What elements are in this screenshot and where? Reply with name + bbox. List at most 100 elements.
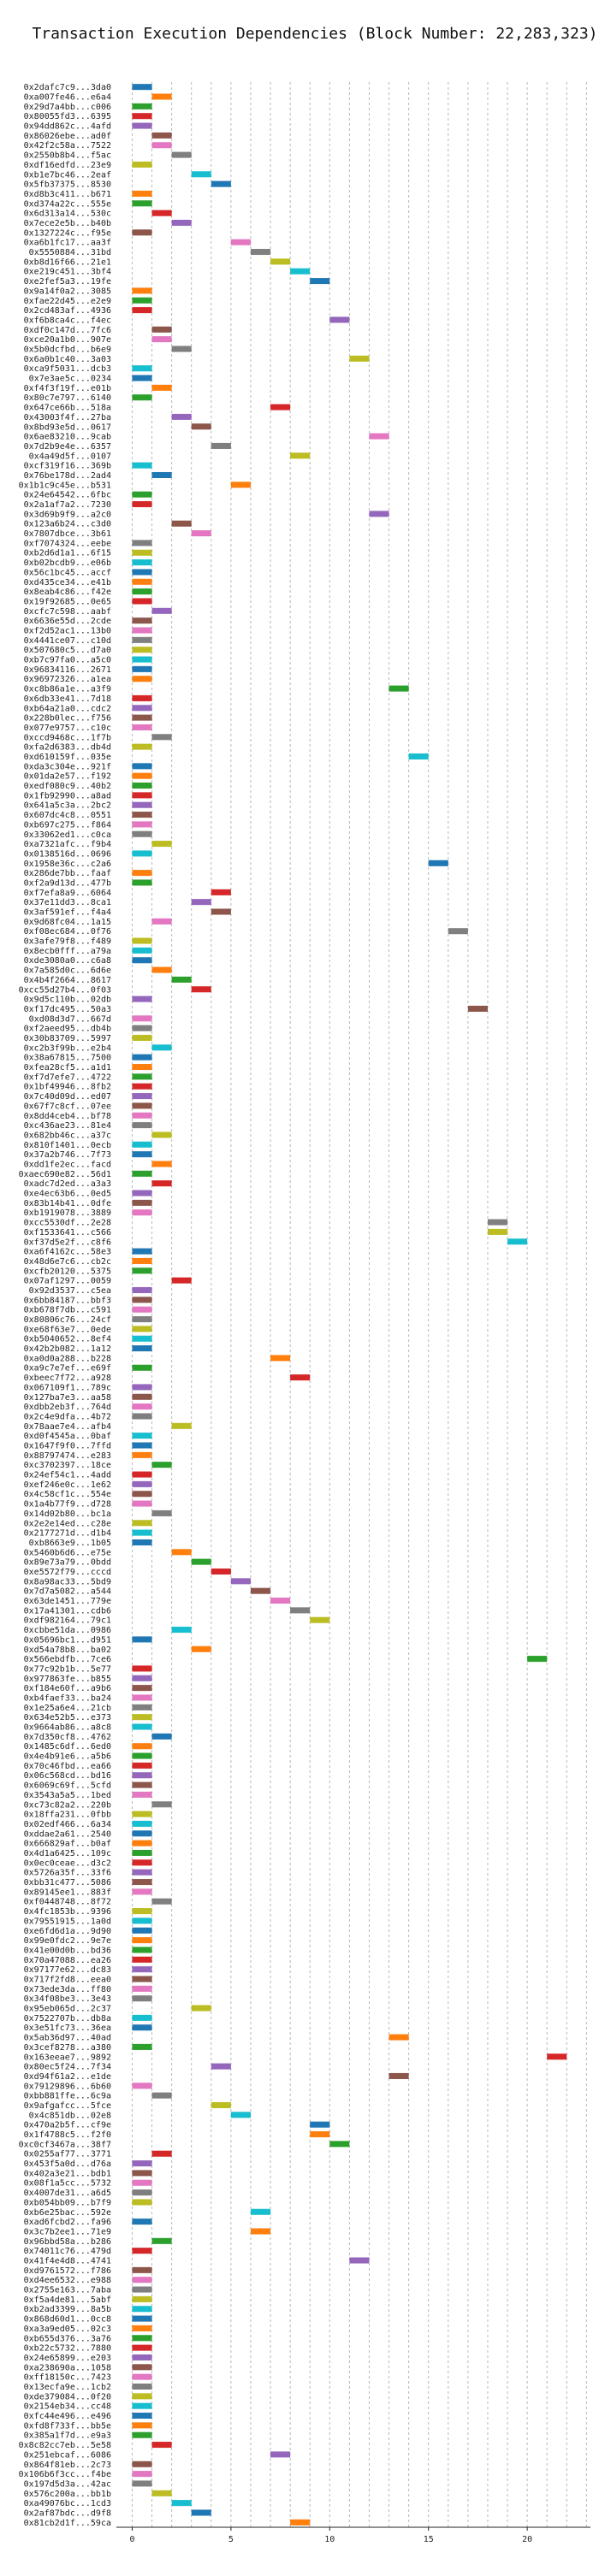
dependency-bar xyxy=(132,743,152,750)
dependency-bar xyxy=(132,724,152,730)
y-tick-label: 0x1bf49946...8fb2 xyxy=(24,1083,111,1092)
dependency-bar xyxy=(132,1141,152,1148)
dependency-bar xyxy=(132,2286,152,2293)
y-tick-label: 0xad6fcbd2...fa96 xyxy=(24,2218,111,2227)
dependency-bar xyxy=(132,1151,152,1158)
y-tick-label: 0x4b4f2664...8617 xyxy=(24,976,111,985)
dependency-bar xyxy=(132,2219,152,2225)
y-tick-label: 0x97177e62...dc83 xyxy=(24,1965,111,1975)
y-tick-label: 0x24e64542...6fbc xyxy=(24,491,111,500)
dependency-bar xyxy=(151,607,172,614)
y-tick-label: 0x33062ed1...c0ca xyxy=(24,830,111,840)
y-tick-label: 0x5ab36d97...40ad xyxy=(24,2034,111,2043)
dependency-bar xyxy=(132,705,152,712)
dependency-bar xyxy=(151,1733,172,1740)
dependency-bar xyxy=(132,1316,152,1323)
y-tick-label: 0x99e0fdc2...9e7e xyxy=(24,1936,111,1946)
dependency-bar xyxy=(132,1257,152,1264)
y-tick-label: 0x977863fe...b855 xyxy=(24,1675,111,1684)
dependency-bar xyxy=(132,2179,152,2186)
dependency-bar xyxy=(132,1306,152,1313)
dependency-bar xyxy=(151,142,172,149)
y-tick-label: 0x2c4e9dfa...4b72 xyxy=(24,1412,111,1421)
dependency-bar xyxy=(171,2500,192,2507)
dependency-bar xyxy=(132,462,152,469)
y-tick-label: 0xbb881ffe...6c9a xyxy=(24,2092,111,2101)
y-tick-label: 0xb1e7bc46...2eaf xyxy=(24,170,111,180)
x-tick-label: 5 xyxy=(228,2535,234,2544)
y-tick-label: 0x96972326...a1ea xyxy=(24,675,111,684)
dependency-bar xyxy=(132,1335,152,1342)
dependency-bar xyxy=(132,103,152,109)
dependency-bar xyxy=(290,2519,311,2526)
dependency-bar xyxy=(132,200,152,207)
y-tick-label: 0x42b2b082...1a12 xyxy=(24,1344,111,1354)
dependency-bar xyxy=(349,2257,370,2264)
dependency-bar xyxy=(132,1170,152,1177)
dependency-bar xyxy=(329,316,350,323)
dependency-bar xyxy=(132,1025,152,1031)
dependency-bar xyxy=(191,530,211,537)
dependency-bar xyxy=(132,307,152,314)
dependency-bar xyxy=(132,2199,152,2206)
y-tick-label: 0xb054bb09...b7f9 xyxy=(24,2198,111,2207)
y-tick-label: 0x07af1297...0059 xyxy=(24,1277,111,1286)
y-tick-label: 0x7a585d0c...6d6e xyxy=(24,966,111,976)
y-tick-label: 0xe4ec63b6...0ed5 xyxy=(24,1190,111,1199)
dependency-bar xyxy=(132,1297,152,1303)
y-tick-label: 0x3c7b2ee1...71e9 xyxy=(24,2227,111,2236)
y-tick-label: 0x4fc1853b...9396 xyxy=(24,1907,111,1917)
dependency-bar xyxy=(132,1393,152,1400)
dependency-bar xyxy=(132,2354,152,2360)
dependency-bar xyxy=(132,1985,152,1992)
y-tick-label: 0xa0d0a288...b228 xyxy=(24,1354,111,1363)
y-tick-label: 0xdf0c147d...7fc6 xyxy=(24,326,111,335)
y-tick-label: 0x1647f9f0...7ffd xyxy=(24,1442,111,1451)
dependency-bar xyxy=(132,792,152,799)
dependency-bar xyxy=(132,676,152,682)
y-tick-label: 0x80055fd3...6395 xyxy=(24,112,111,121)
y-tick-label: 0x1fb92990...a8ad xyxy=(24,791,111,801)
dependency-bar xyxy=(132,763,152,770)
dependency-bar xyxy=(507,1238,528,1245)
dependency-bar xyxy=(132,2422,152,2429)
dependency-bar xyxy=(132,1762,152,1769)
y-tick-label: 0x86026ebe...ad0f xyxy=(24,132,111,141)
y-tick-label: 0x08f1a5cc...5732 xyxy=(24,2179,111,2189)
dependency-bar xyxy=(151,1044,172,1051)
y-tick-label: 0xf2d52ac1...13b0 xyxy=(24,627,111,636)
y-tick-label: 0xd435ce34...e41b xyxy=(24,578,111,588)
bar-layer xyxy=(132,84,567,2526)
y-tick-label: 0xe219c451...3bf4 xyxy=(24,268,111,277)
dependency-bar xyxy=(132,1471,152,1478)
dependency-bar xyxy=(132,714,152,721)
dependency-bar xyxy=(132,1743,152,1750)
dependency-bar xyxy=(132,2461,152,2467)
y-tick-label: 0x01da2e57...f192 xyxy=(24,772,111,782)
dependency-bar xyxy=(132,870,152,877)
dependency-bar xyxy=(132,297,152,304)
dependency-bar xyxy=(349,355,370,362)
dependency-bar xyxy=(132,783,152,789)
y-tick-label: 0x6636e55d...2cde xyxy=(24,617,111,626)
dependency-bar xyxy=(132,2344,152,2351)
dependency-bar xyxy=(191,986,211,993)
y-tick-label: 0x641a5c3a...2bc2 xyxy=(24,801,111,811)
dependency-bar xyxy=(132,1947,152,1953)
dependency-bar xyxy=(132,2277,152,2284)
y-tick-label: 0x163eeae7...9892 xyxy=(24,2053,111,2062)
dependency-bar xyxy=(151,1131,172,1138)
dependency-bar xyxy=(329,2141,350,2148)
dependency-bar xyxy=(132,617,152,624)
y-tick-label: 0xbb31c477...5086 xyxy=(24,1878,111,1888)
y-tick-label: 0x79551915...1a0d xyxy=(24,1917,111,1926)
chart-title: Transaction Execution Dependencies (Bloc… xyxy=(32,25,597,43)
y-tick-label: 0x8ecb0fff...a79a xyxy=(24,947,111,956)
y-tick-label: 0xf7d7efe7...4722 xyxy=(24,1072,111,1082)
y-tick-label: 0xa238690a...1058 xyxy=(24,2363,111,2372)
y-tick-label: 0x80c7e797...6140 xyxy=(24,393,111,403)
dependency-bar xyxy=(151,2442,172,2449)
y-tick-label: 0x14d02b80...bc1a xyxy=(24,1510,111,1519)
dependency-bar xyxy=(132,1403,152,1410)
